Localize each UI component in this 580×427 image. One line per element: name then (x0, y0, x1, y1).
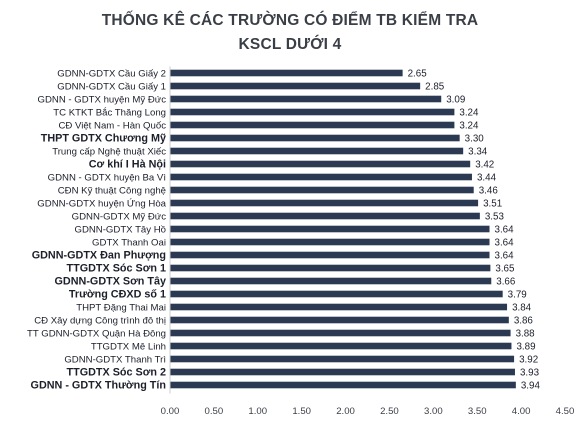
data-label: 3.84 (512, 303, 532, 314)
data-label: 3.24 (459, 121, 479, 132)
data-label: 3.30 (465, 134, 485, 145)
category-label: TTGDTX Sóc Sơn 1 (67, 262, 166, 274)
data-label: 3.34 (468, 147, 488, 158)
chart-title-line-1: THỐNG KÊ CÁC TRƯỜNG CÓ ĐIỂM TB KIỂM TRA (101, 12, 479, 29)
x-tick-label: 4.00 (512, 406, 531, 417)
category-label: GDNN-GDTX Mỹ Đức (72, 211, 167, 222)
bar (170, 199, 479, 207)
data-label: 3.79 (508, 290, 527, 301)
bar (170, 238, 490, 246)
bar (170, 290, 503, 298)
category-label: CĐN Kỹ thuật Công nghệ (58, 185, 166, 196)
bar (170, 212, 480, 220)
category-label: Cơ khí I Hà Nội (89, 158, 166, 170)
bar (170, 355, 515, 363)
data-label: 3.93 (520, 368, 540, 379)
category-label: CĐ Xây dựng Công trình đô thị (34, 315, 166, 326)
category-label: GDNN-GDTX Sơn Tây (55, 275, 166, 287)
bar (170, 316, 509, 324)
bar (170, 173, 472, 181)
category-label: THPT GDTX Chương Mỹ (41, 132, 166, 144)
data-label: 3.64 (495, 238, 515, 249)
bar (170, 160, 471, 168)
data-label: 3.09 (446, 95, 465, 106)
data-label: 3.64 (495, 251, 515, 262)
bar (170, 381, 516, 389)
category-label: GDNN-GDTX Cầu Giấy 1 (57, 81, 166, 92)
bar (170, 95, 442, 103)
bar (170, 121, 455, 129)
bar (170, 186, 474, 194)
x-tick-label: 0.50 (205, 406, 224, 417)
bar (170, 251, 490, 259)
category-label: GDNN-GDTX Thanh Trì (64, 354, 166, 365)
category-label: TT GDNN-GDTX Quận Hà Đông (27, 328, 166, 339)
x-tick-label: 0.00 (161, 406, 180, 417)
category-label: CĐ Việt Nam - Hàn Quốc (58, 120, 166, 131)
bar (170, 225, 490, 233)
data-label: 3.94 (521, 381, 541, 392)
data-label: 3.44 (477, 173, 497, 184)
bar (170, 82, 421, 90)
x-tick-label: 1.50 (292, 406, 311, 417)
x-tick-label: 3.00 (424, 406, 443, 417)
category-label: GDNN - GDTX huyện Ba Vì (48, 172, 167, 183)
category-label: TC KTKT Bắc Thăng Long (53, 107, 166, 118)
category-label: GDNN-GDTX Cầu Giấy 2 (57, 68, 166, 79)
bar (170, 368, 515, 376)
bar (170, 329, 511, 337)
data-label: 2.65 (408, 69, 428, 80)
bar (170, 342, 512, 350)
bar (170, 147, 464, 155)
category-label: TTGDTX Sóc Sơn 2 (67, 366, 166, 378)
category-label: GDNN - GDTX Thường Tín (31, 379, 166, 391)
data-label: 3.88 (516, 329, 536, 340)
data-label: 3.89 (516, 342, 535, 353)
bar (170, 108, 455, 116)
category-label: GDNN-GDTX huyện Ứng Hòa (37, 198, 166, 209)
category-label: Trung cấp Nghệ thuật Xiếc (52, 146, 166, 157)
data-label: 3.53 (485, 212, 505, 223)
bar (170, 277, 492, 285)
category-label: GDNN-GDTX Đan Phượng (32, 249, 166, 261)
bar (170, 69, 403, 77)
category-label: TTGDTX Mê Linh (91, 341, 166, 352)
chart-title-line-2: KSCL DƯỚI 4 (238, 36, 342, 53)
x-tick-label: 4.50 (556, 406, 575, 417)
category-label: THPT Đặng Thai Mai (76, 302, 166, 313)
category-label: GDNN-GDTX Tây Hồ (74, 224, 166, 235)
bar (170, 264, 491, 272)
data-label: 3.65 (495, 264, 515, 275)
data-label: 3.24 (459, 108, 479, 119)
category-label: GDNN - GDTX huyện Mỹ Đức (38, 94, 167, 105)
data-label: 3.66 (496, 277, 516, 288)
data-label: 3.46 (479, 186, 499, 197)
data-label: 2.85 (425, 82, 445, 93)
data-label: 3.92 (519, 355, 538, 366)
category-label: Trường CĐXD số 1 (69, 288, 166, 300)
x-tick-label: 3.50 (468, 406, 487, 417)
x-tick-label: 1.00 (248, 406, 267, 417)
x-tick-label: 2.50 (380, 406, 399, 417)
bar (170, 303, 508, 311)
data-label: 3.86 (514, 316, 534, 327)
category-label: GDTX Thanh Oai (92, 237, 166, 248)
x-tick-label: 2.00 (336, 406, 355, 417)
data-label: 3.42 (475, 160, 494, 171)
data-label: 3.51 (483, 199, 502, 210)
data-label: 3.64 (495, 225, 515, 236)
bar (170, 134, 460, 142)
